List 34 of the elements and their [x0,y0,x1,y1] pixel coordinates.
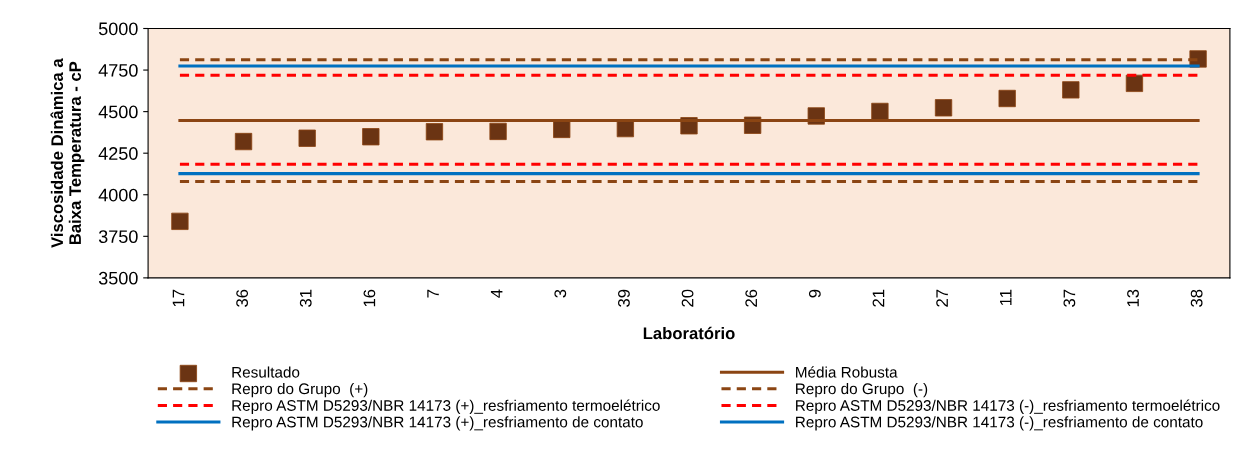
x-tick-label: 38 [1190,289,1203,307]
y-tick-label: 4000 [98,188,138,202]
x-tick-label: 7 [427,289,439,298]
legend-label: Repro do Grupo (+) [232,382,368,398]
x-tick-label: 9 [808,289,821,298]
legend-label: Repro ASTM D5293/NBR 14173 (-)_resfriamento termoelétrico [796,399,1220,414]
y-tick-label: 3500 [98,271,138,285]
y-tick-label: 4250 [98,147,138,160]
x-tick-label: 17 [172,289,185,307]
legend-label: Repro do Grupo (-) [796,382,928,398]
x-tick-label: 21 [872,289,885,307]
y-tick-label: 3750 [98,230,138,244]
x-tick-label: 16 [363,289,376,307]
x-tick-label: 11 [1000,289,1012,306]
legend-label: Repro ASTM D5293/NBR 14173 (-)_resfriamento de contato [796,416,1203,431]
x-axis-title: Laboratório [643,326,735,340]
x-tick-label: 36 [236,289,249,307]
x-tick-label: 31 [299,289,312,307]
x-tick-label: 13 [1127,289,1139,307]
x-tick-label: 26 [745,289,758,307]
y-tick-label: 5000 [98,22,138,36]
x-tick-label: 37 [1063,289,1076,307]
legend-label: Média Robusta [796,366,898,378]
legend-label: Repro ASTM D5293/NBR 14173 (+)_resfriamento termoelétrico [232,399,660,414]
x-tick-label: 4 [490,289,503,298]
x-tick-label: 27 [936,289,948,307]
x-tick-label: 39 [618,289,630,307]
x-tick-label: 3 [554,289,567,298]
y-tick-label: 4750 [98,64,138,77]
x-tick-label: 20 [681,289,694,307]
y-axis-title: Viscosidade Dinâmica a Baixa Temperatura - cP [50,58,85,248]
legend-label: Resultado [232,366,300,378]
legend-label: Repro ASTM D5293/NBR 14173 (+)_resfriamento de contato [232,416,643,431]
y-tick-label: 4500 [98,105,138,119]
